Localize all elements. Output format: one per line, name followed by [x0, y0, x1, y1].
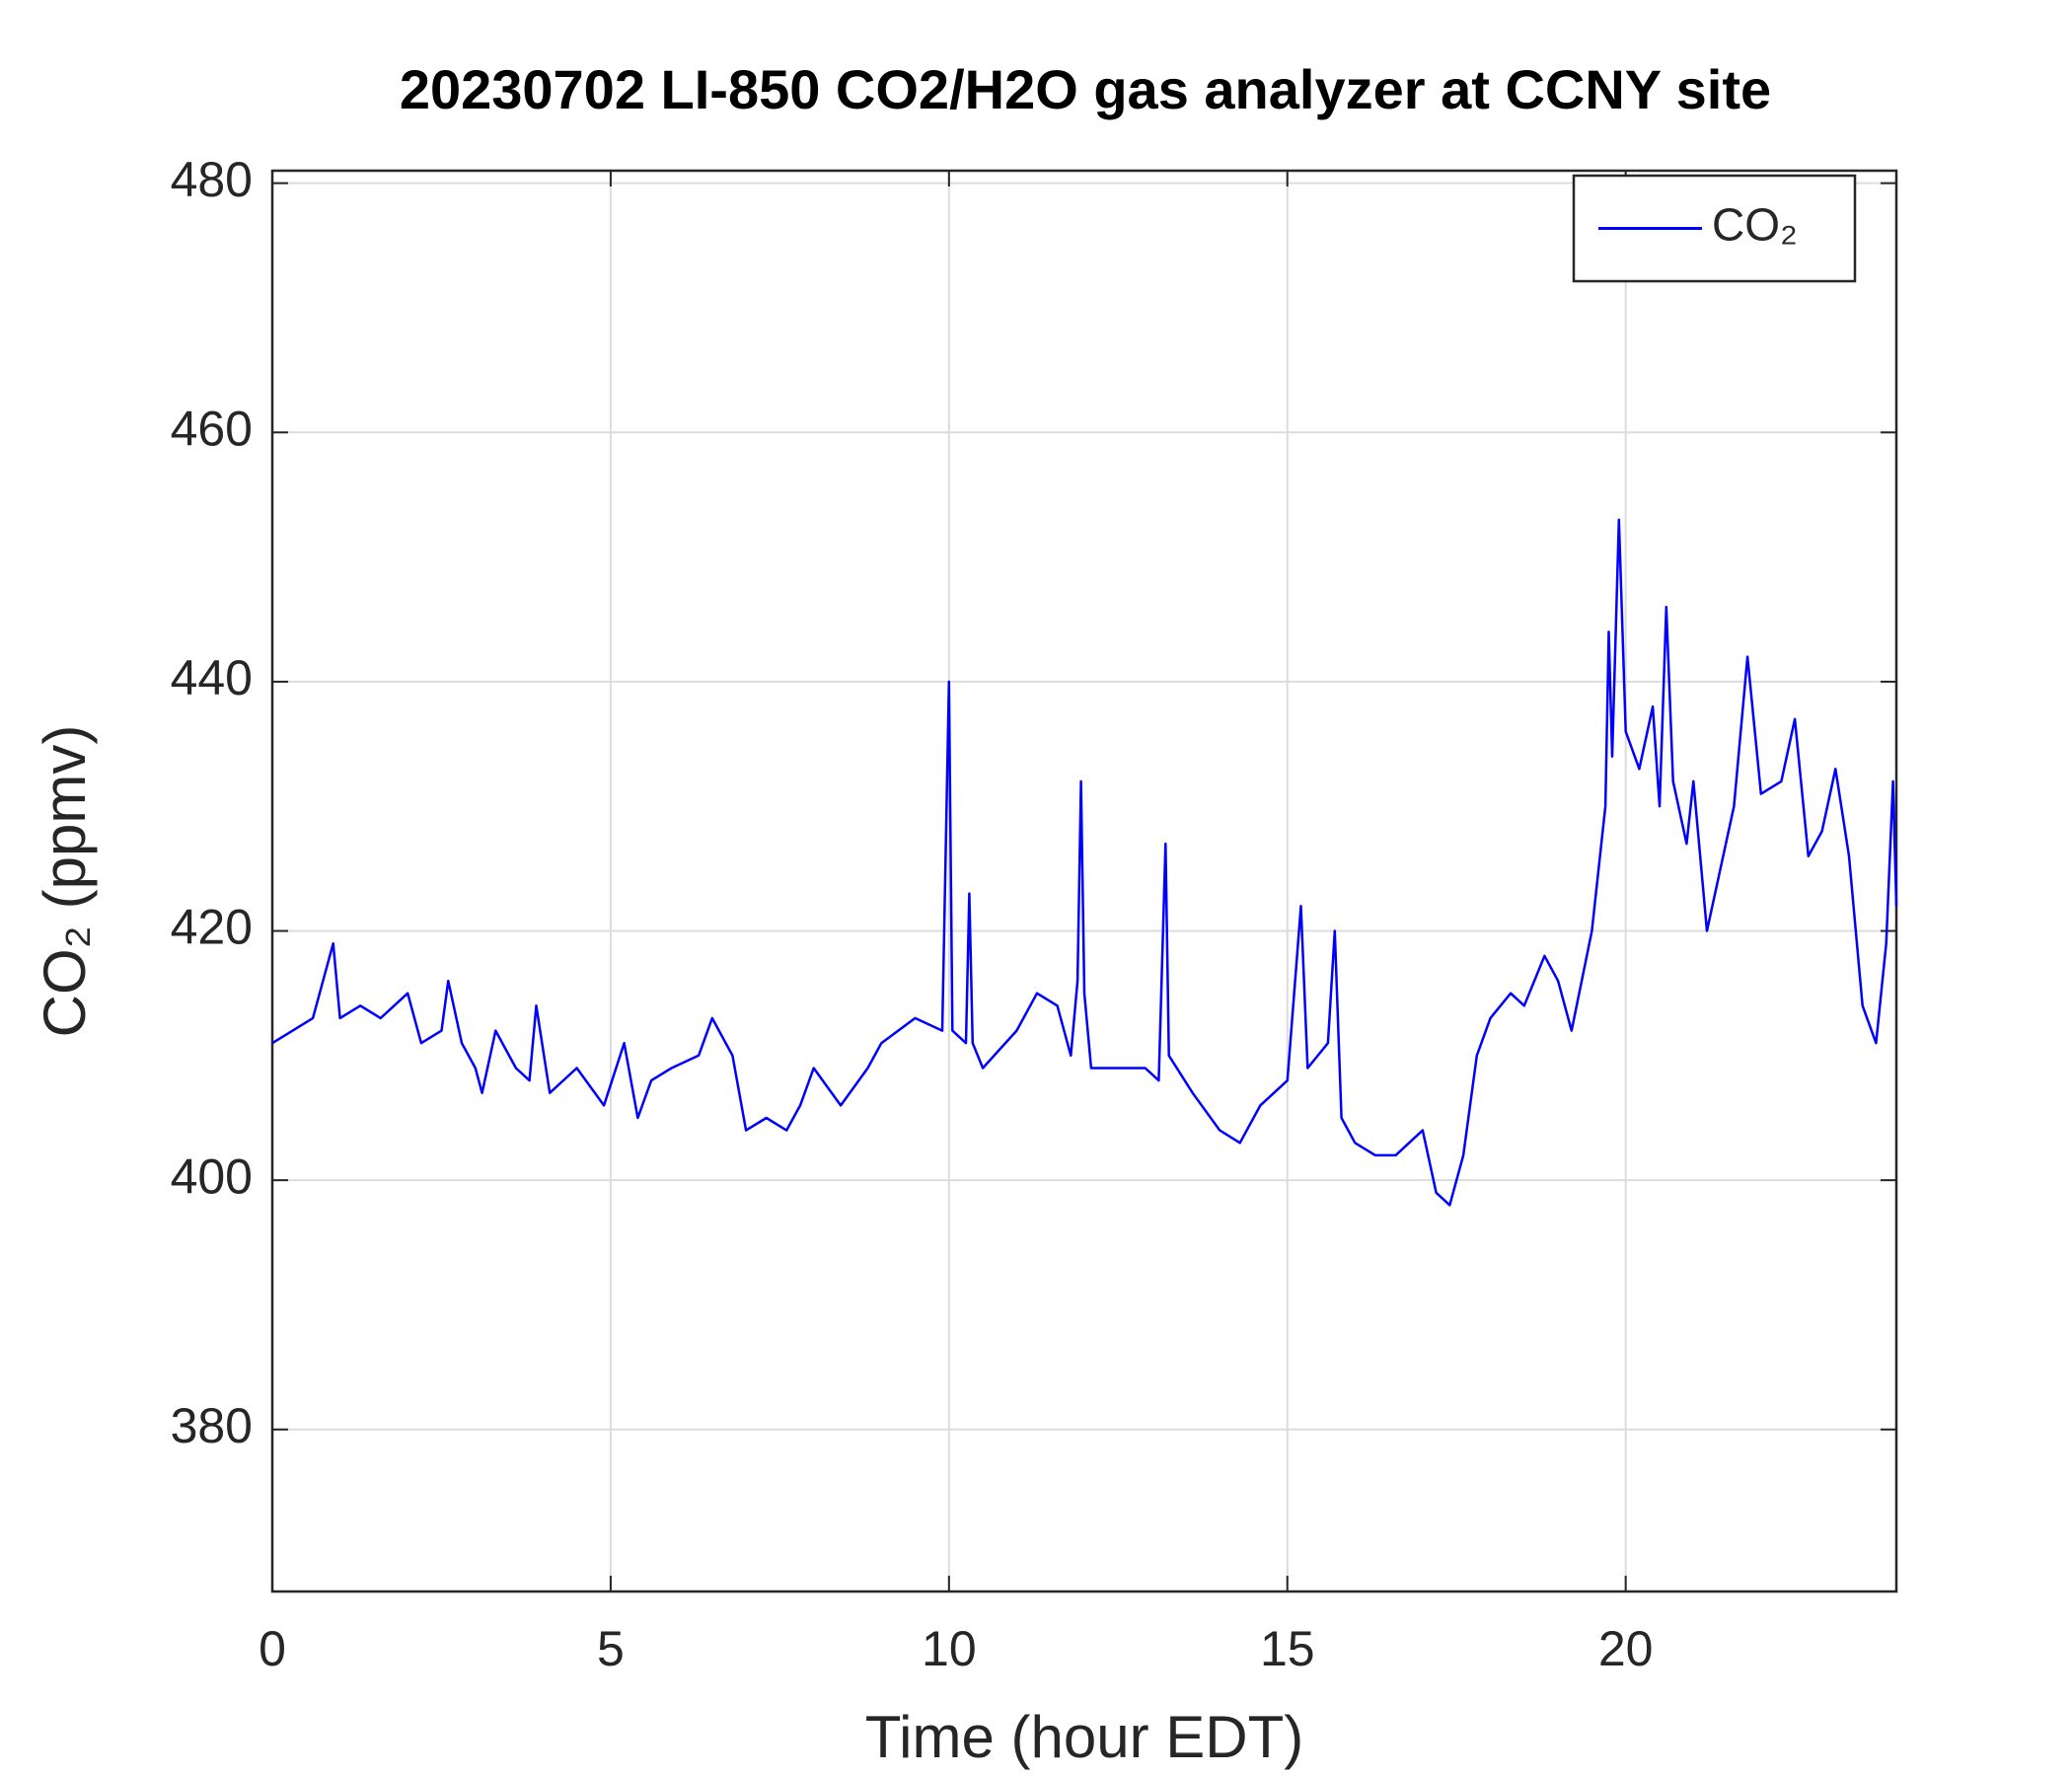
chart-title: 20230702 LI-850 CO2/H2O gas analyzer at …	[400, 58, 1771, 120]
y-tick-label: 400	[171, 1148, 253, 1204]
y-tick-label: 380	[171, 1398, 253, 1453]
y-tick-label: 420	[171, 900, 253, 955]
x-tick-label: 5	[597, 1621, 625, 1676]
legend-label: CO₂	[1712, 199, 1798, 251]
x-tick-label: 20	[1598, 1621, 1654, 1676]
y-tick-label: 480	[171, 152, 253, 207]
x-tick-label: 10	[922, 1621, 977, 1676]
plot-frame	[270, 169, 1898, 1593]
x-tick-label: 0	[259, 1621, 286, 1676]
data-line	[271, 518, 1898, 1207]
y-axis-label: CO₂ (ppmv)	[32, 725, 98, 1038]
legend: CO₂	[1572, 174, 1857, 283]
y-tick-label: 460	[171, 401, 253, 456]
x-axis-label: Time (hour EDT)	[865, 1704, 1304, 1770]
y-tick-label: 440	[171, 650, 253, 705]
x-tick-label: 15	[1260, 1621, 1315, 1676]
